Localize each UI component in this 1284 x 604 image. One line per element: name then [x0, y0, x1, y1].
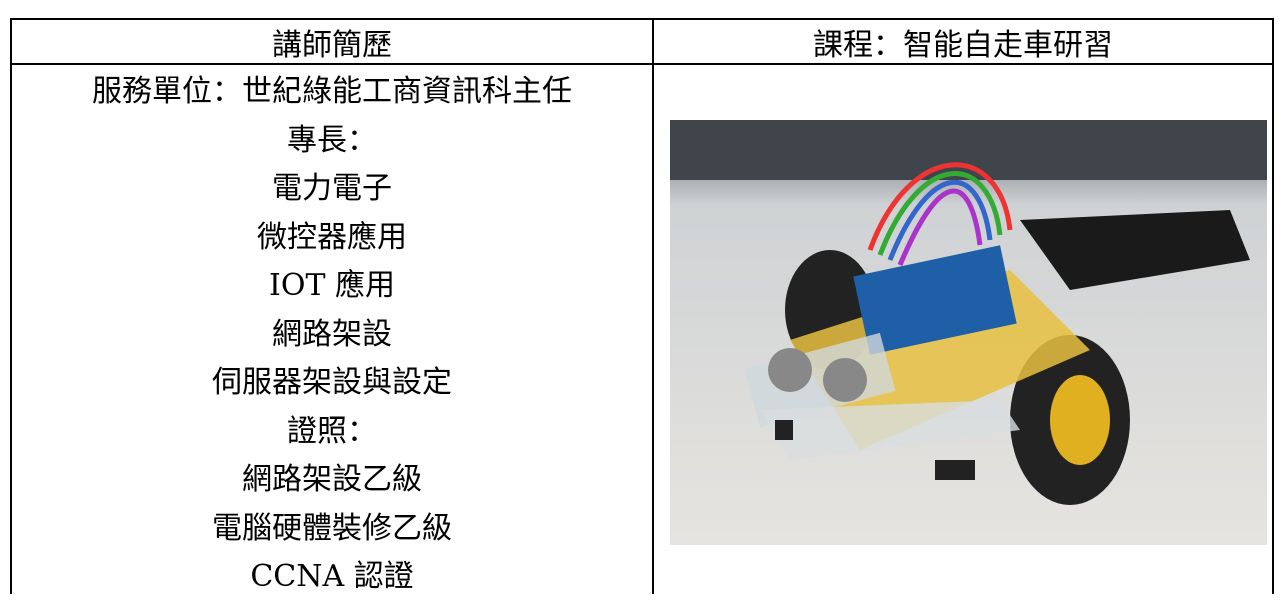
bio-line: CCNA 認證	[250, 559, 414, 594]
header-cell: 講師簡歷	[10, 18, 654, 65]
robot-car-photo	[670, 120, 1267, 545]
header-text: 講師簡歷	[272, 27, 392, 63]
bio-cell: 服務單位：世紀綠能工商資訊科主任 專長： 電力電子微控器應用 IOT 應用 網路架設伺服…	[12, 70, 652, 604]
bio-line: 微控器應用	[257, 219, 407, 255]
bio-line: 網路架設	[272, 316, 392, 352]
bio-line: 服務單位：世紀綠能工商資訊科主任	[92, 74, 572, 109]
header-text: 課程：智能自走車研習	[813, 27, 1113, 63]
bio-line: 證照：	[287, 413, 377, 449]
bio-line: 電力電子	[272, 171, 392, 206]
header-cell: 課程：智能自走車研習	[652, 18, 1274, 65]
bio-line: IOT 應用	[269, 268, 395, 303]
bio-line: 伺服器架設與設定	[212, 365, 452, 400]
table: 講師簡歷 課程：智能自走車研習 服務單位：世紀綠能工商資訊科主任 專長： 電力電子微…	[10, 18, 1274, 594]
border	[10, 63, 12, 594]
border	[1272, 63, 1274, 594]
border	[652, 63, 654, 594]
bio-line: 網路架設乙級	[242, 462, 422, 497]
bio-line: 電腦硬體裝修乙級	[212, 510, 452, 546]
bio-line: 專長：	[287, 122, 377, 158]
